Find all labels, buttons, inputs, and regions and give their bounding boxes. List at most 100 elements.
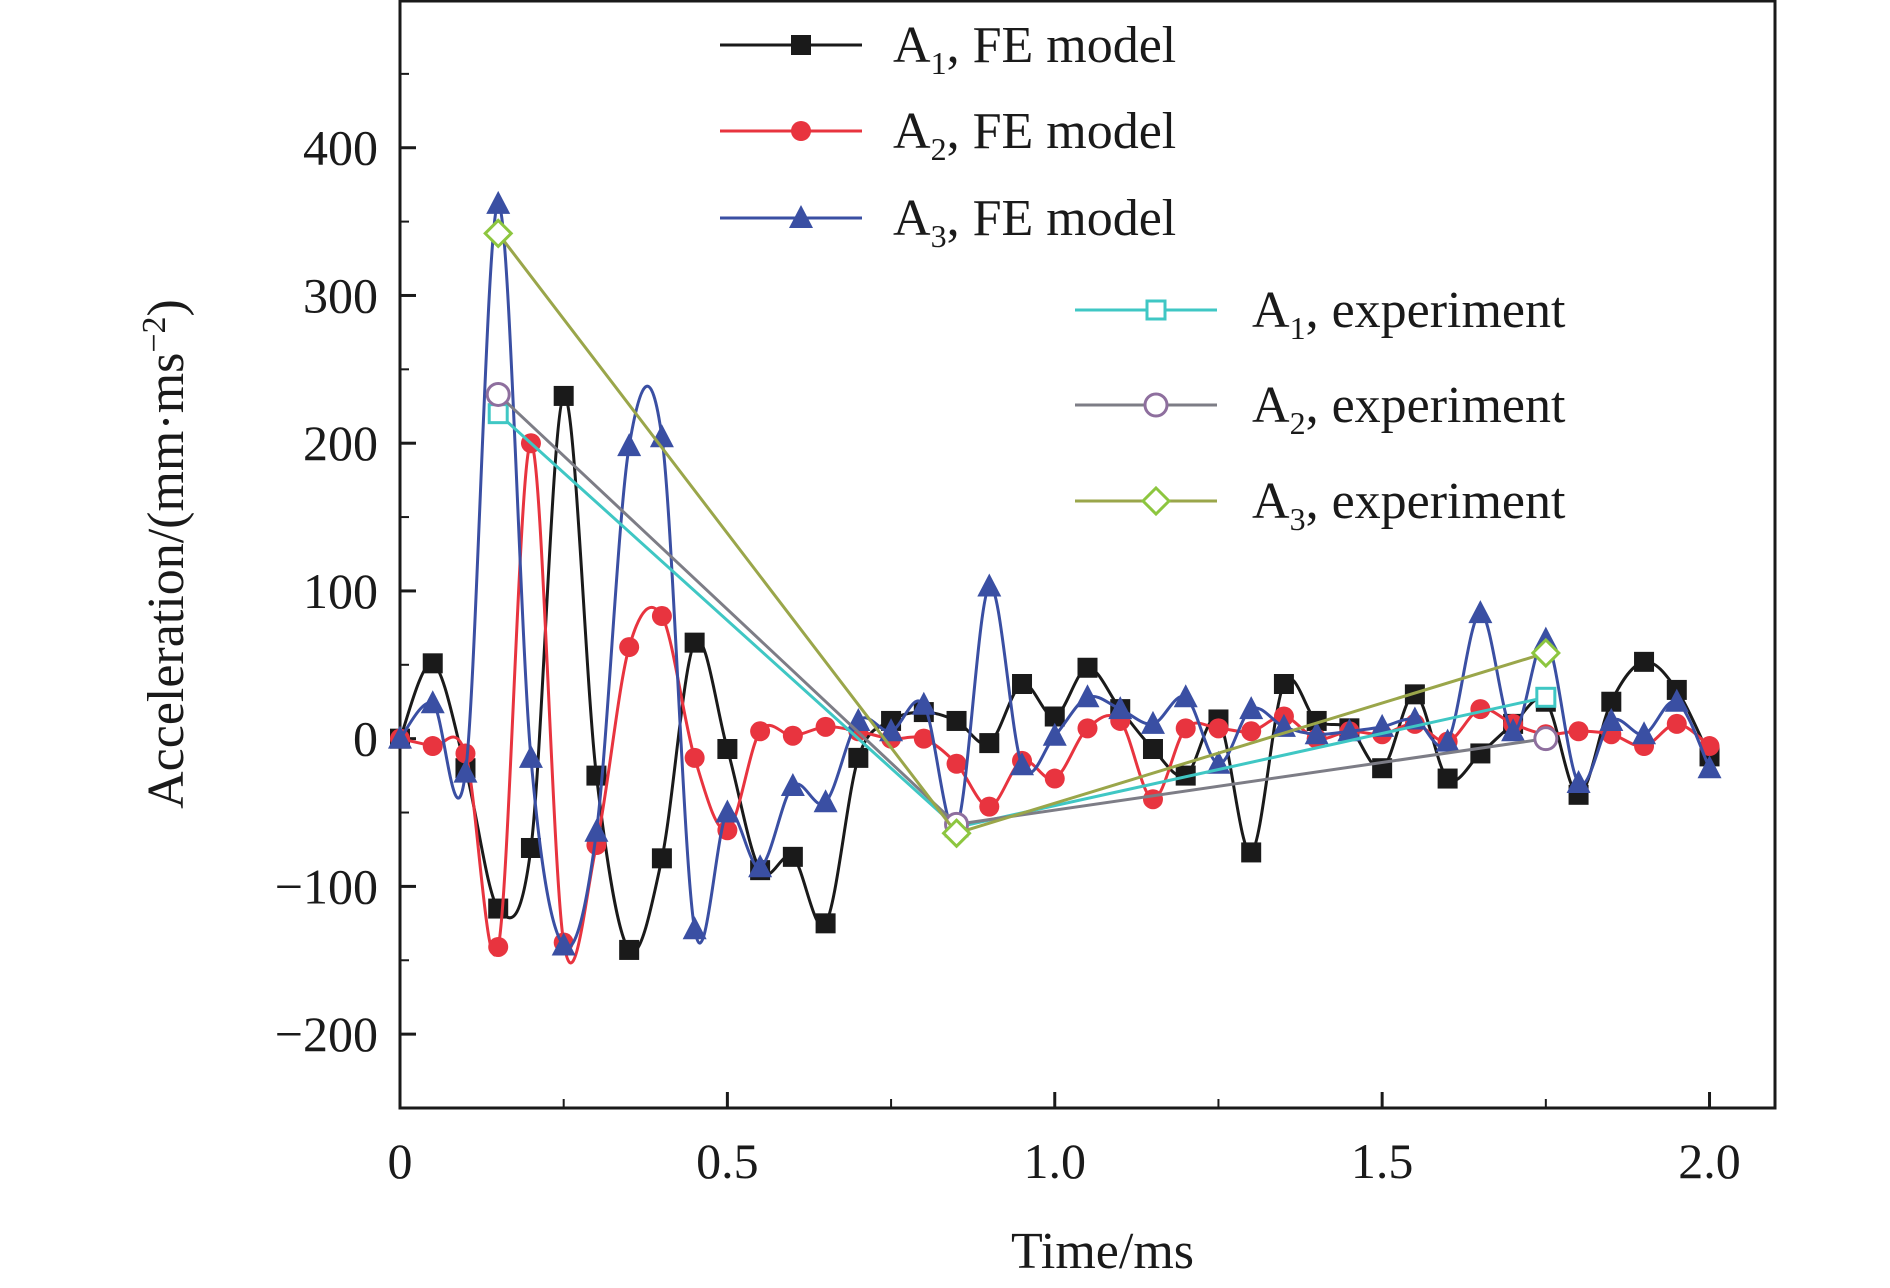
data-point bbox=[946, 753, 967, 774]
data-point bbox=[1664, 688, 1689, 712]
data-point bbox=[782, 725, 803, 746]
data-point bbox=[1599, 707, 1624, 731]
data-point bbox=[1666, 713, 1687, 734]
legend-marker bbox=[791, 35, 811, 55]
data-point bbox=[815, 716, 836, 737]
data-point bbox=[748, 854, 773, 878]
legend: A1, FE model A2, FE model A3, FE model A1, … bbox=[720, 17, 1566, 537]
data-point bbox=[1337, 718, 1362, 742]
data-point bbox=[553, 385, 574, 406]
legend-label: A1, experiment bbox=[1252, 282, 1566, 346]
data-point bbox=[1568, 721, 1589, 742]
legend-item-a2-experiment: A2, experiment bbox=[1075, 377, 1566, 441]
data-point bbox=[1566, 769, 1591, 793]
data-point bbox=[1042, 722, 1067, 746]
data-point bbox=[1468, 600, 1493, 624]
data-point bbox=[453, 759, 478, 783]
data-point bbox=[715, 799, 740, 823]
data-point bbox=[1634, 651, 1655, 672]
y-tick-label: 300 bbox=[303, 267, 378, 323]
data-point bbox=[422, 653, 443, 674]
data-point bbox=[813, 789, 838, 813]
legend-item-a1-experiment: A1, experiment bbox=[1075, 282, 1566, 346]
data-point bbox=[879, 718, 904, 742]
data-point bbox=[1241, 842, 1262, 863]
data-point bbox=[487, 403, 509, 425]
legend-item-a3-fe-model: A3, FE model bbox=[720, 190, 1176, 254]
data-point bbox=[619, 939, 640, 960]
legend-label: A3, experiment bbox=[1252, 473, 1566, 537]
data-point bbox=[584, 818, 609, 842]
legend-label: A2, experiment bbox=[1252, 377, 1566, 441]
data-point bbox=[941, 818, 972, 849]
data-point bbox=[1044, 706, 1065, 727]
data-point bbox=[717, 739, 738, 760]
y-tick-label: 0 bbox=[353, 711, 378, 767]
legend-label: A2, FE model bbox=[893, 103, 1176, 167]
data-point bbox=[483, 218, 514, 249]
data-point bbox=[682, 916, 707, 940]
data-point bbox=[684, 747, 705, 768]
data-point bbox=[1699, 736, 1720, 757]
y-tick-label: −200 bbox=[275, 1006, 378, 1062]
data-point bbox=[780, 772, 805, 796]
legend-item-a1-fe-model: A1, FE model bbox=[720, 17, 1176, 81]
y-axis-title: Acceleration/(mm·ms−2) bbox=[136, 299, 195, 809]
legend-label: A1, FE model bbox=[893, 17, 1176, 81]
data-point bbox=[1140, 710, 1165, 734]
plot-frame bbox=[398, 0, 1777, 1110]
data-point bbox=[486, 190, 511, 214]
legend-marker bbox=[1145, 299, 1167, 321]
legend-item-a2-fe-model: A2, FE model bbox=[720, 103, 1176, 167]
x-tick-label: 0.5 bbox=[696, 1133, 759, 1189]
data-point bbox=[420, 690, 445, 714]
data-point bbox=[1142, 739, 1163, 760]
data-point bbox=[1530, 637, 1561, 669]
data-point bbox=[488, 898, 509, 919]
data-point bbox=[1437, 768, 1458, 789]
data-point bbox=[1241, 721, 1262, 742]
x-tick-label: 1.5 bbox=[1351, 1133, 1414, 1189]
legend-marker bbox=[791, 121, 811, 141]
data-point bbox=[619, 637, 640, 658]
data-point bbox=[551, 932, 576, 956]
y-tick-label: 100 bbox=[303, 563, 378, 619]
data-point bbox=[1601, 691, 1622, 712]
y-tick-label: 400 bbox=[303, 120, 378, 176]
data-point bbox=[1173, 684, 1198, 708]
data-point bbox=[1435, 728, 1460, 752]
data-point bbox=[1108, 696, 1133, 720]
data-point bbox=[979, 733, 1000, 754]
data-point bbox=[913, 728, 934, 749]
data-point bbox=[488, 936, 509, 957]
data-point bbox=[485, 381, 511, 407]
data-point bbox=[1208, 718, 1229, 739]
data-point bbox=[617, 433, 642, 457]
data-point bbox=[651, 848, 672, 869]
series-a3-experiment bbox=[483, 218, 1561, 849]
data-point bbox=[388, 725, 412, 749]
data-point bbox=[911, 691, 936, 715]
data-point bbox=[1075, 684, 1100, 708]
data-point bbox=[422, 736, 443, 757]
x-tick-label: 0 bbox=[388, 1133, 413, 1189]
y-tick-label: −100 bbox=[275, 858, 378, 914]
data-point bbox=[518, 744, 543, 768]
data-point bbox=[1501, 718, 1526, 742]
data-point bbox=[1010, 752, 1035, 776]
data-point bbox=[946, 710, 967, 731]
data-point bbox=[1697, 755, 1722, 779]
legend-marker bbox=[1143, 392, 1169, 418]
data-point bbox=[1175, 718, 1196, 739]
data-point bbox=[520, 837, 541, 858]
data-point bbox=[782, 846, 803, 867]
x-tick-label: 1.0 bbox=[1024, 1133, 1087, 1189]
legend-label: A3, FE model bbox=[893, 190, 1176, 254]
data-point bbox=[1533, 726, 1559, 752]
data-point bbox=[684, 632, 705, 653]
data-point bbox=[1044, 768, 1065, 789]
plot-layer: 0 0.5 1.0 1.5 2.0 −200 −100 0 100 200 300 400 Time/m… bbox=[136, 0, 1777, 1280]
data-point bbox=[750, 721, 771, 742]
